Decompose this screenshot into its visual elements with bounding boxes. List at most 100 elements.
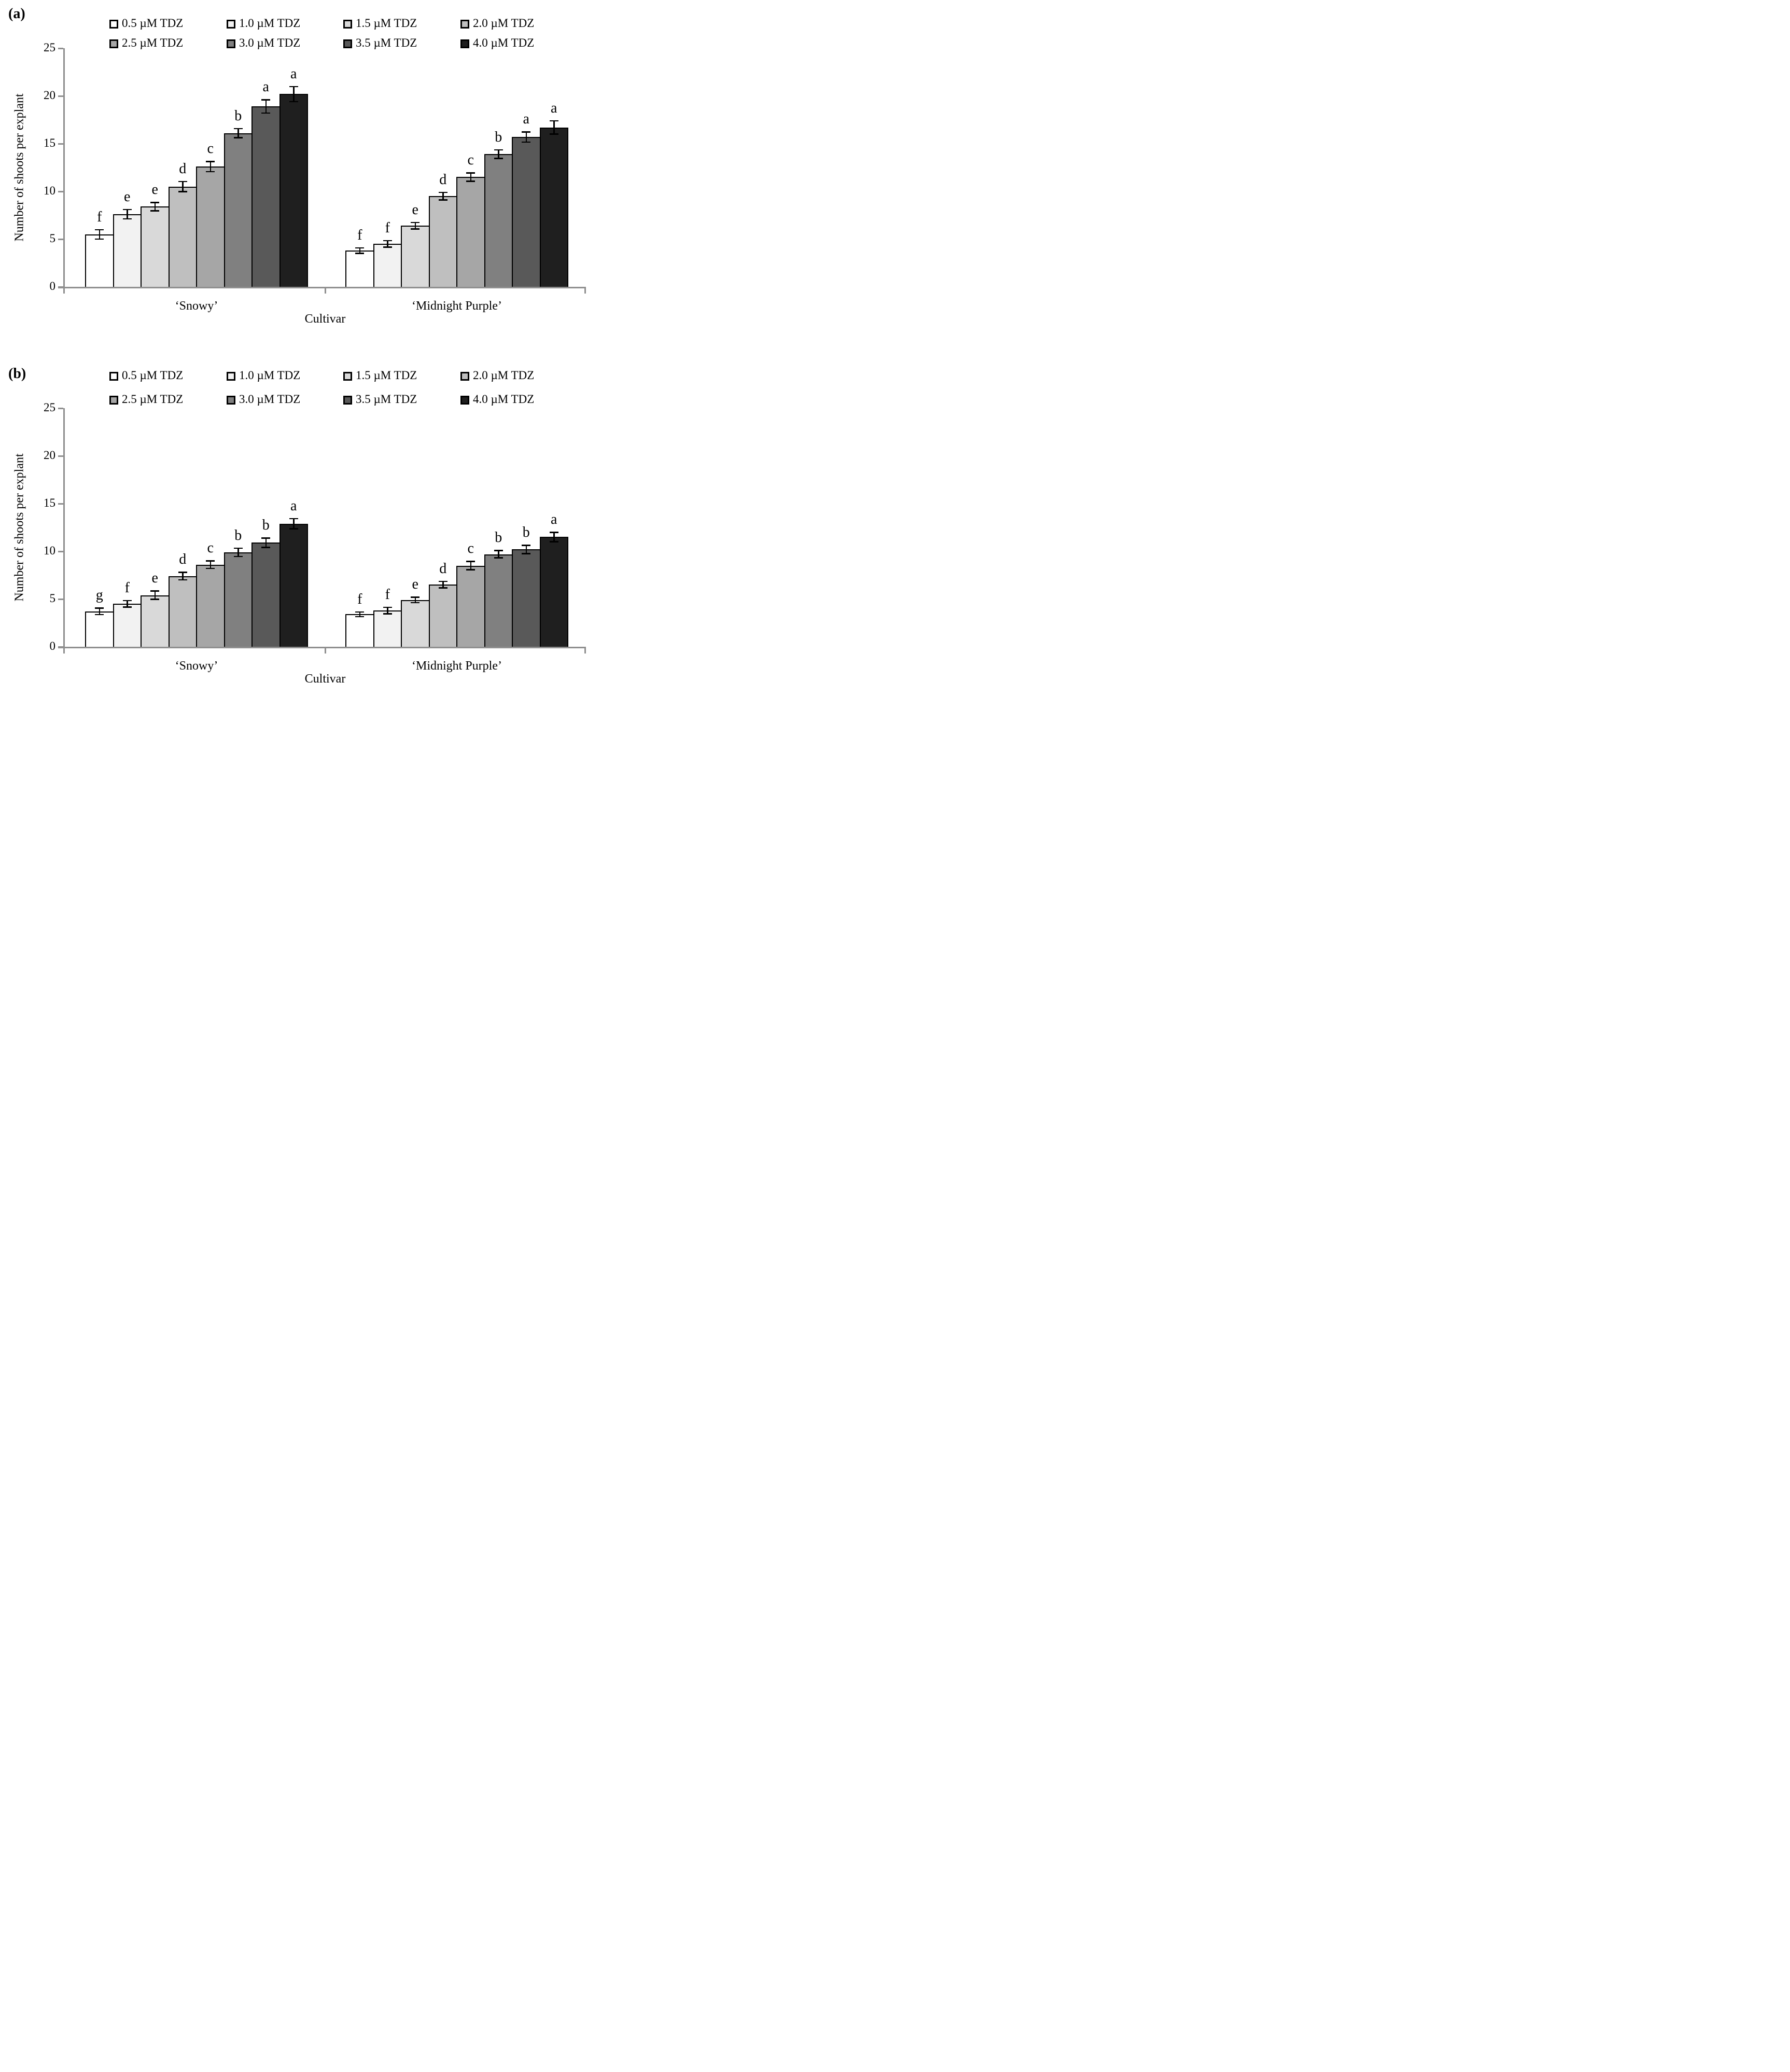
error-bar-cap — [494, 557, 503, 559]
error-bar-line — [99, 608, 100, 615]
error-bar-cap — [549, 133, 558, 135]
error-bar-line — [154, 591, 156, 600]
error-bar-line — [442, 192, 444, 200]
bar — [373, 244, 402, 287]
significance-letter: b — [522, 524, 530, 541]
error-bar-cap — [150, 590, 160, 592]
significance-letter: f — [357, 591, 362, 607]
error-bar-cap — [522, 553, 531, 554]
y-tick-label: 15 — [44, 496, 55, 509]
significance-letter: d — [179, 160, 187, 177]
y-tick — [58, 48, 63, 49]
bar — [196, 166, 225, 287]
significance-letter: a — [551, 100, 557, 116]
bar — [428, 196, 457, 287]
error-bar-cap — [494, 550, 503, 551]
bar — [456, 565, 485, 647]
error-bar-line — [359, 247, 360, 254]
error-bar-line — [498, 149, 499, 159]
significance-letter: a — [290, 497, 297, 514]
legend-swatch — [109, 372, 118, 381]
legend-swatch — [227, 39, 235, 48]
error-bar-cap — [122, 208, 132, 211]
bar — [512, 137, 541, 287]
error-bar-cap — [150, 202, 160, 203]
significance-letter: d — [179, 551, 187, 568]
x-axis-title: Cultivar — [304, 312, 346, 326]
x-tick — [63, 287, 65, 294]
bar — [223, 133, 253, 287]
legend-swatch — [109, 39, 118, 48]
legend-swatch — [227, 372, 235, 381]
x-tick — [584, 647, 586, 653]
error-bar-cap — [289, 528, 298, 530]
error-bar-cap — [466, 180, 476, 182]
error-bar-cap — [549, 532, 558, 533]
x-tick — [584, 287, 586, 294]
bar — [113, 214, 142, 287]
error-bar-cap — [549, 541, 558, 543]
error-bar-line — [182, 181, 184, 192]
error-bar-cap — [494, 149, 503, 151]
y-tick — [58, 408, 63, 409]
bar — [401, 226, 430, 287]
bar — [539, 537, 568, 647]
error-bar-line — [265, 538, 267, 548]
y-tick-label: 5 — [49, 232, 56, 245]
error-bar-line — [293, 86, 295, 102]
bar — [279, 94, 308, 287]
significance-letter: c — [207, 540, 214, 557]
bar — [345, 614, 374, 647]
legend-swatch — [460, 39, 469, 48]
error-bar-cap — [466, 569, 476, 571]
significance-letter: g — [95, 587, 103, 604]
x-axis-title: Cultivar — [304, 672, 346, 686]
error-bar-cap — [355, 616, 365, 618]
error-bar-cap — [411, 228, 420, 230]
category-label-snowy: ‘Snowy’ — [175, 659, 218, 673]
error-bar-cap — [233, 137, 243, 138]
bar — [401, 600, 430, 647]
error-bar-line — [154, 202, 156, 211]
bar — [141, 595, 170, 647]
significance-letter: f — [385, 219, 390, 236]
error-bar-cap — [289, 518, 298, 520]
category-label-midnight-purple: ‘Midnight Purple’ — [412, 299, 502, 313]
legend-swatch — [227, 396, 235, 405]
y-tick — [58, 503, 63, 505]
legend-swatch — [343, 20, 352, 29]
plot-area: 0 5 10 15 20 25 g f e d c b b a f f e d c b b a — [0, 360, 597, 691]
error-bar-cap — [355, 247, 365, 249]
error-bar-cap — [438, 587, 448, 589]
error-bar-cap — [383, 246, 392, 248]
error-bar-cap — [150, 210, 160, 212]
legend-swatch — [109, 396, 118, 405]
bar — [141, 206, 170, 287]
error-bar-cap — [383, 613, 392, 615]
error-bar-cap — [289, 86, 298, 88]
plot-area: 0 5 10 15 20 25 f e e d c b a a f f e d c b a a — [0, 0, 597, 360]
bar — [85, 611, 114, 647]
legend-item-label: 2.0 µM TDZ — [473, 17, 535, 30]
x-axis-line — [58, 647, 586, 648]
y-tick-label: 25 — [44, 41, 55, 54]
bar — [113, 604, 142, 647]
y-tick — [58, 551, 63, 552]
y-tick-label: 25 — [44, 401, 55, 414]
legend-item-label: 1.0 µM TDZ — [239, 369, 301, 382]
legend-item-label: 4.0 µM TDZ — [473, 36, 535, 49]
y-tick — [58, 599, 63, 600]
error-bar-cap — [438, 580, 448, 582]
bar — [484, 554, 513, 647]
significance-letter: d — [439, 560, 447, 577]
bar — [168, 576, 197, 647]
figure: (a) 0.5 µM TDZ 1.0 µM TDZ 1.5 µM TDZ 2.0 µM… — [0, 0, 597, 691]
bar — [428, 585, 457, 647]
y-tick — [58, 143, 63, 145]
y-tick-label: 20 — [44, 89, 55, 102]
error-bar-line — [387, 607, 388, 614]
error-bar-line — [414, 597, 416, 603]
error-bar-cap — [261, 537, 271, 539]
error-bar-line — [182, 572, 184, 580]
significance-letter: b — [495, 129, 502, 145]
